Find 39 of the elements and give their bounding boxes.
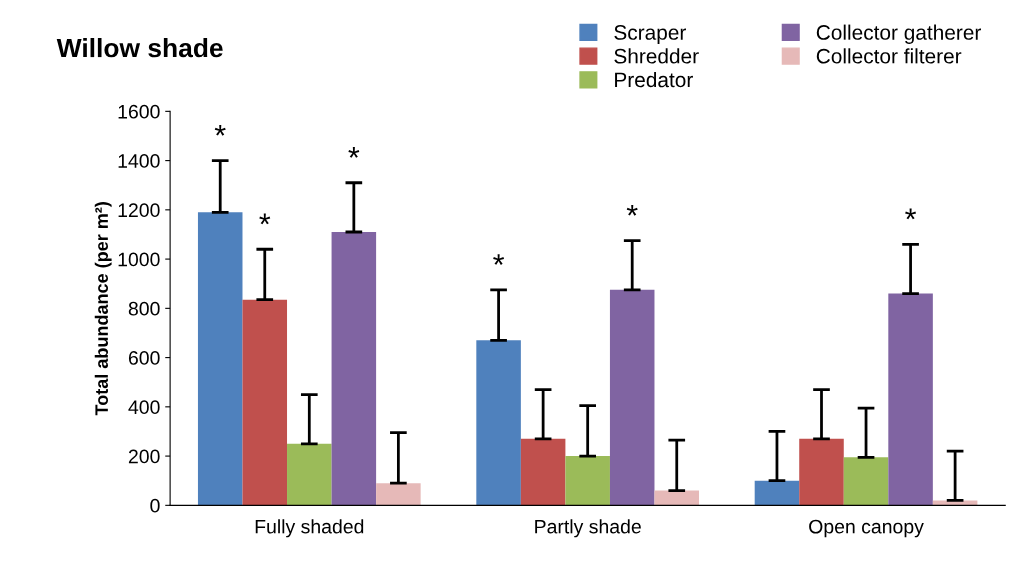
- legend-label: Shredder: [614, 48, 699, 64]
- bar: [799, 438, 844, 506]
- legend-label: Predator: [615, 71, 693, 88]
- y-axis-title: Total abundance (per m²): [94, 202, 112, 416]
- x-tick-label: Open canopy: [809, 519, 924, 538]
- x-tick-label: Partly shade: [535, 519, 641, 538]
- bar: [242, 299, 288, 506]
- y-tick-label: 0: [150, 498, 160, 513]
- y-tick-label: 400: [128, 400, 160, 415]
- data-label: *: [348, 147, 360, 158]
- x-tick-label: Fully shaded: [255, 519, 364, 538]
- bar: [520, 438, 566, 506]
- bar: [654, 490, 700, 506]
- bar: [331, 232, 377, 506]
- legend-label: Scraper: [614, 25, 686, 44]
- data-label: *: [214, 124, 226, 136]
- bar: [888, 293, 933, 506]
- y-tick-label: 800: [128, 301, 160, 316]
- y-tick-label: 1200: [118, 203, 160, 218]
- legend-label: Collector filterer: [816, 48, 962, 64]
- bar: [197, 212, 243, 506]
- data-label: *: [493, 254, 505, 265]
- y-tick-label: 600: [128, 351, 160, 365]
- data-label: *: [259, 213, 271, 225]
- chart-title: Willow shade: [56, 37, 223, 58]
- bar: [609, 289, 655, 506]
- bar: [843, 457, 889, 506]
- bar: [565, 456, 610, 506]
- y-tick-label: 1400: [118, 154, 160, 168]
- bar: [754, 480, 800, 506]
- y-tick-label: 1000: [118, 252, 160, 267]
- bar: [287, 443, 332, 506]
- legend-label: Collector gatherer: [816, 24, 981, 44]
- y-tick-label: 1600: [118, 104, 160, 119]
- y-tick-label: 200: [128, 449, 160, 464]
- data-label: *: [905, 208, 917, 220]
- data-label: *: [626, 204, 638, 216]
- bar: [376, 483, 421, 506]
- bar: [476, 340, 521, 506]
